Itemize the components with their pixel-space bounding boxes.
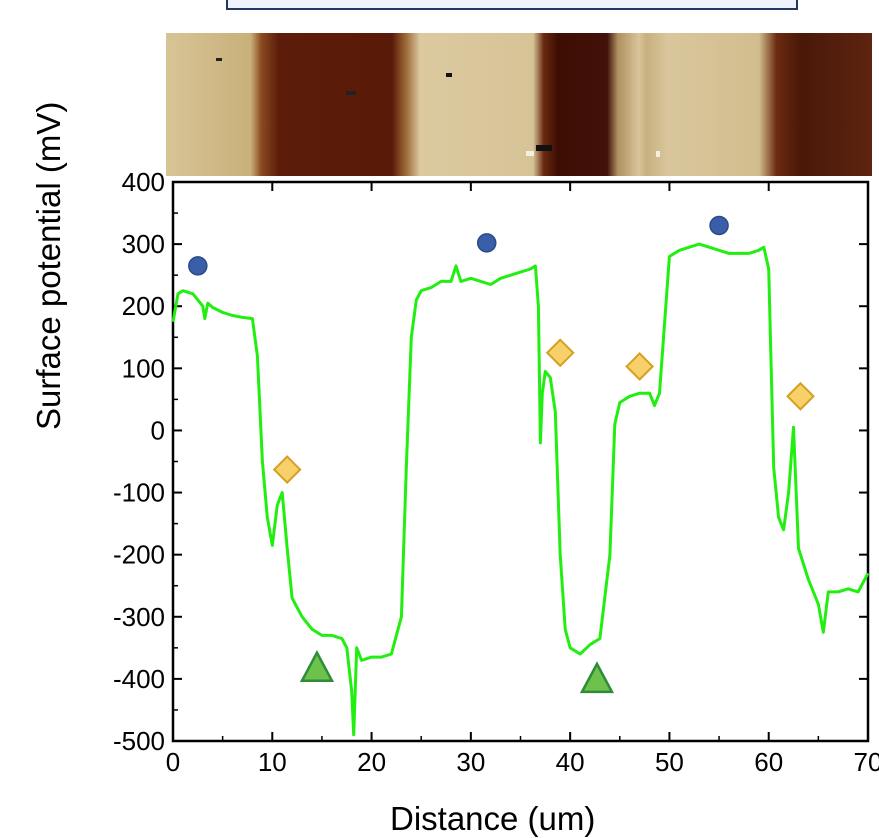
y-axis-label: Surface potential (mV) (30, 101, 67, 430)
y-tick-label: 0 (151, 415, 165, 445)
x-tick-label: 0 (166, 747, 180, 777)
x-tick-label: 40 (556, 747, 585, 777)
triangle-marker (299, 650, 335, 682)
y-tick-label: 300 (122, 229, 165, 259)
y-tick-label: 400 (122, 167, 165, 197)
y-tick-label: 100 (122, 353, 165, 383)
x-tick-label: 30 (456, 747, 485, 777)
y-tick-label: 200 (122, 291, 165, 321)
plot-frame (171, 180, 870, 743)
y-tick-label: -400 (113, 664, 165, 694)
circle-marker (709, 215, 729, 236)
y-tick-label: -100 (113, 478, 165, 508)
triangle-marker (579, 661, 615, 694)
circle-marker (188, 256, 208, 276)
diamond-marker (625, 352, 655, 381)
x-tick-label: 70 (854, 747, 879, 777)
diamond-marker (786, 381, 815, 411)
y-tick-label: -300 (113, 602, 165, 632)
series-line (171, 242, 870, 737)
x-tick-label: 60 (754, 747, 783, 777)
x-tick-label: 20 (357, 747, 386, 777)
circle-marker (476, 233, 497, 253)
header-box (226, 0, 798, 10)
diamond-marker (272, 455, 302, 484)
x-tick-label: 50 (655, 747, 684, 777)
y-tick-label: -200 (113, 540, 165, 570)
afm-image-strip (166, 33, 872, 176)
y-tick-label: -500 (113, 726, 165, 756)
x-axis-label: Distance (um) (390, 800, 596, 837)
diamond-marker (545, 338, 575, 368)
x-tick-label: 10 (258, 747, 287, 777)
